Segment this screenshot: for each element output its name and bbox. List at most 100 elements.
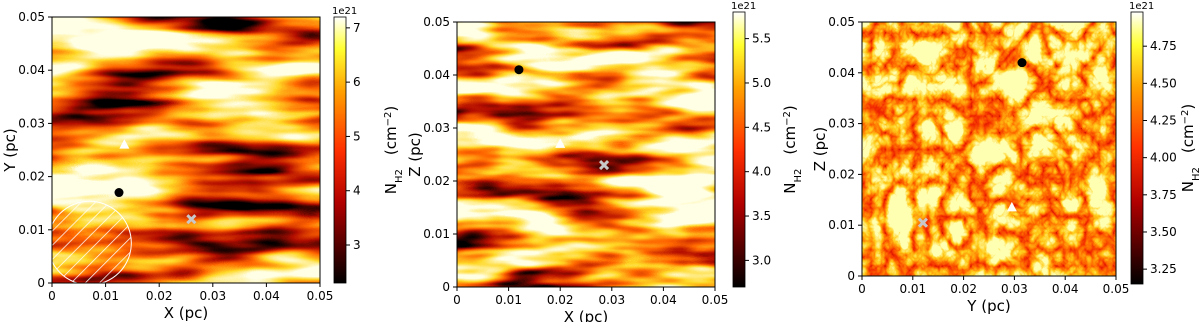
triangle-marker [1006, 201, 1017, 212]
x-tick-label: 0.01 [92, 289, 119, 303]
plot-frame [456, 21, 716, 288]
colorbar-label-part: −2 [383, 112, 394, 127]
x-tick-label: 0.04 [650, 293, 677, 307]
x-tick-label: 0.01 [495, 293, 522, 307]
colorbar-tick-label: 7 [353, 21, 361, 35]
colorbar-offset: 1e21 [332, 6, 357, 17]
x-tick-label: 0 [858, 282, 866, 296]
circle-marker [514, 65, 524, 75]
colorbar-tick-label: 3.25 [1150, 262, 1177, 276]
plot-frame [51, 16, 321, 284]
colorbar-label-part: ) [1179, 104, 1197, 110]
cross-marker [598, 160, 610, 171]
y-tick-label: 0.04 [18, 63, 45, 77]
circle-marker [1017, 58, 1027, 68]
colorbar-label-part: −2 [782, 111, 793, 126]
colorbar-offset: 1e21 [1129, 1, 1154, 12]
x-tick-label: 0.05 [702, 293, 729, 307]
colorbar-tick-label: 5 [353, 129, 361, 143]
beam-region [47, 200, 132, 286]
colorbar-label-part: N [781, 182, 799, 193]
x-tick-label: 0 [453, 293, 461, 307]
panel: 0 0.01 0.02 0.03 0.04 0.05 0 0.01 0.02 0.03 0.04 0.… [406, 1, 804, 322]
colorbar-label-part: H2 [1191, 167, 1200, 181]
x-tick-label: 0.03 [598, 293, 625, 307]
circle-marker [114, 188, 124, 198]
y-tick-label: 0 [442, 280, 450, 294]
triangle-marker [119, 139, 130, 149]
colorbar-label-part: N [1179, 181, 1197, 192]
colorbar-tick-label: 3 [353, 238, 361, 252]
x-tick-label: 0.03 [1001, 282, 1028, 296]
x-axis-label: X (pc) [164, 304, 209, 322]
y-tick-label: 0.05 [828, 15, 855, 29]
y-tick-label: 0.01 [423, 227, 450, 241]
x-tick-label: 0.05 [1103, 282, 1130, 296]
colorbar [333, 16, 347, 284]
panel: 0 0.01 0.02 0.03 0.04 0.05 0 0.01 0.02 0.03 0.04 0.… [1, 6, 405, 322]
panel: 0 0.01 0.02 0.03 0.04 0.05 0 0.01 0.02 0.03 0.04 0.… [811, 1, 1200, 315]
colorbar-tick-label: 4.00 [1150, 151, 1177, 165]
x-tick-label: 0.02 [950, 282, 977, 296]
colorbar-tick-label: 4.25 [1150, 114, 1177, 128]
colorbar-tick-label: 3.5 [752, 209, 771, 223]
triangle-marker [555, 138, 566, 148]
y-axis-label: Z (pc) [811, 127, 829, 172]
y-tick-label: 0.05 [18, 10, 45, 24]
x-tick-label: 0.04 [253, 289, 280, 303]
y-tick-label: 0.03 [18, 116, 45, 130]
y-tick-label: 0.02 [423, 174, 450, 188]
colorbar [1130, 11, 1144, 285]
x-tick-label: 0 [48, 289, 56, 303]
colorbar-tick-label: 4.50 [1150, 76, 1177, 90]
colorbar-label-part: ) [781, 105, 799, 111]
x-tick-label: 0.02 [146, 289, 173, 303]
plot-frame [861, 21, 1117, 277]
y-tick-label: 0.05 [423, 15, 450, 29]
colorbar-tick-label: 5.5 [752, 32, 771, 46]
colorbar-label-part: −2 [1180, 110, 1191, 125]
colorbar-tick-label: 3.75 [1150, 188, 1177, 202]
y-tick-label: 0.04 [828, 66, 855, 80]
heatmap-image [457, 22, 715, 287]
x-tick-label: 0.01 [899, 282, 926, 296]
x-axis-label: Y (pc) [966, 297, 1010, 315]
y-tick-label: 0.02 [18, 170, 45, 184]
heatmap-image [862, 22, 1116, 276]
y-tick-label: 0.02 [828, 167, 855, 181]
colorbar-label-part: (cm [781, 126, 799, 155]
colorbar-label-part: H2 [394, 169, 405, 183]
y-axis-label: Z (pc) [406, 132, 424, 177]
colorbar-offset: 1e21 [731, 1, 756, 12]
y-tick-label: 0.01 [828, 218, 855, 232]
colorbar-label-part: (cm [1179, 124, 1197, 153]
colorbar-label-part: H2 [793, 169, 804, 183]
colorbar-tick-label: 3.0 [752, 253, 771, 267]
colorbar-tick-label: 4.75 [1150, 39, 1177, 53]
colorbar-tick-label: 3.50 [1150, 225, 1177, 239]
y-tick-label: 0 [847, 269, 855, 283]
y-tick-label: 0.03 [423, 121, 450, 135]
colorbar-tick-label: 4.5 [752, 120, 771, 134]
colorbar-label-part: ) [382, 106, 400, 112]
x-tick-label: 0.03 [199, 289, 226, 303]
x-tick-label: 0.04 [1052, 282, 1079, 296]
colorbar-tick-label: 5.0 [752, 76, 771, 90]
y-tick-label: 0.04 [423, 68, 450, 82]
y-tick-label: 0 [37, 276, 45, 290]
colorbar-tick-label: 4.0 [752, 165, 771, 179]
colorbar-tick-label: 4 [353, 184, 361, 198]
colorbar-tick-label: 6 [353, 75, 361, 89]
colorbar-label: NH2 (cm−2) [781, 105, 804, 193]
cross-marker [917, 217, 929, 228]
colorbar-label: NH2 (cm−2) [1179, 104, 1200, 192]
colorbar-label: NH2 (cm−2) [382, 106, 405, 194]
x-axis-label: X (pc) [564, 308, 609, 322]
x-tick-label: 0.02 [547, 293, 574, 307]
y-tick-label: 0.01 [18, 223, 45, 237]
colorbar-label-part: N [382, 183, 400, 194]
cross-marker [186, 214, 197, 225]
colorbar-label-part: (cm [382, 126, 400, 155]
y-axis-label: Y (pc) [1, 128, 19, 172]
